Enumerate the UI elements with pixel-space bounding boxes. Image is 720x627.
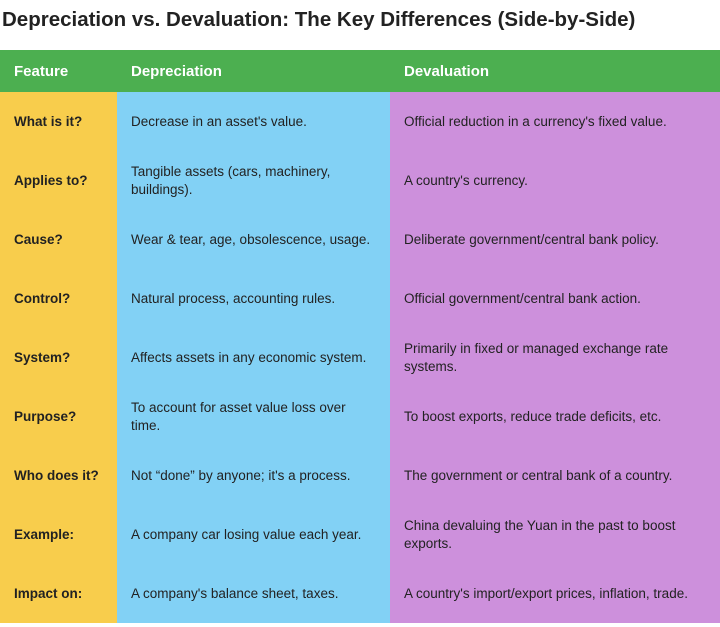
table-row: Control? Natural process, accounting rule… [0,269,720,328]
feature-cell: Who does it? [0,446,117,505]
cell: China devaluing the Yuan in the past to … [390,505,720,564]
cell: A company car losing value each year. [117,505,390,564]
table-row: System? Affects assets in any economic sy… [0,328,720,387]
feature-cell: Example: [0,505,117,564]
cell: Deliberate government/central bank polic… [390,210,720,269]
table-row: What is it? Decrease in an asset's value.… [0,92,720,151]
cell: Affects assets in any economic system. [117,328,390,387]
column-header: Devaluation [390,50,720,92]
cell: Primarily in fixed or managed exchange r… [390,328,720,387]
comparison-table: Feature Depreciation Devaluation What is i… [0,50,720,623]
cell: Not “done” by anyone; it's a process. [117,446,390,505]
feature-cell: What is it? [0,92,117,151]
table-row: Applies to? Tangible assets (cars, machin… [0,151,720,210]
column-header: Depreciation [117,50,390,92]
cell: The government or central bank of a coun… [390,446,720,505]
cell: A country's import/export prices, inflat… [390,564,720,623]
feature-cell: Purpose? [0,387,117,446]
cell: A country's currency. [390,151,720,210]
table-row: Cause? Wear & tear, age, obsolescence, us… [0,210,720,269]
title: Depreciation vs. Devaluation: The Key Di… [2,8,636,31]
feature-cell: Impact on: [0,564,117,623]
cell: A company's balance sheet, taxes. [117,564,390,623]
cell: Wear & tear, age, obsolescence, usage. [117,210,390,269]
cell: Decrease in an asset's value. [117,92,390,151]
table-row: Example: A company car losing value each … [0,505,720,564]
table-row: Impact on: A company's balance sheet, tax… [0,564,720,623]
table-body: What is it? Decrease in an asset's value.… [0,92,720,623]
feature-cell: System? [0,328,117,387]
table-row: Purpose? To account for asset value loss … [0,387,720,446]
cell: Tangible assets (cars, machinery, buildi… [117,151,390,210]
header-row: Feature Depreciation Devaluation [0,50,720,92]
cell: To boost exports, reduce trade deficits,… [390,387,720,446]
feature-cell: Cause? [0,210,117,269]
cell: Official government/central bank action. [390,269,720,328]
feature-cell: Applies to? [0,151,117,210]
feature-cell: Control? [0,269,117,328]
column-header: Feature [0,50,117,92]
table-row: Who does it? Not “done” by anyone; it's a… [0,446,720,505]
cell: Natural process, accounting rules. [117,269,390,328]
cell: To account for asset value loss over tim… [117,387,390,446]
cell: Official reduction in a currency's fixed… [390,92,720,151]
